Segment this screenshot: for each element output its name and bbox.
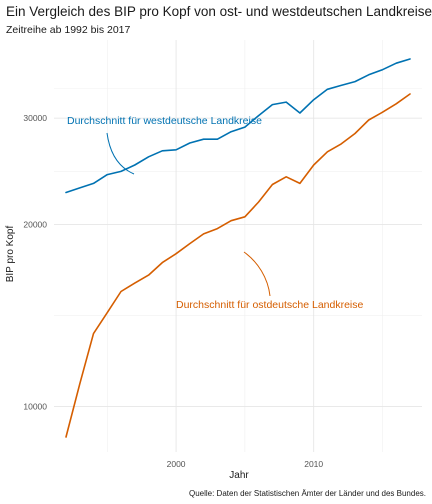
series-label-0: Durchschnitt für westdeutsche Landkreise: [67, 115, 262, 127]
annotation-arrow-1: [243, 251, 271, 297]
chart-title: Ein Vergleich des BIP pro Kopf von ost- …: [6, 4, 432, 19]
x-tick-label: 2010: [304, 459, 323, 469]
y-tick-label: 10000: [23, 401, 47, 411]
chart-subtitle: Zeitreihe ab 1992 bis 2017: [6, 24, 130, 36]
x-axis-tick-labels: 2000 2010: [167, 459, 324, 469]
y-axis-tick-labels: 10000 20000 30000: [23, 113, 47, 411]
y-tick-label: 30000: [23, 113, 47, 123]
series-annotations: Durchschnitt für westdeutsche Landkreise…: [67, 115, 364, 311]
x-tick-label: 2000: [167, 459, 186, 469]
y-axis-title: BIP pro Kopf: [5, 226, 16, 283]
grid-lines: [54, 40, 422, 452]
y-tick-label: 20000: [23, 220, 47, 230]
series-label-1: Durchschnitt für ostdeutsche Landkreise: [176, 299, 364, 311]
annotation-arrow-0: [106, 132, 135, 175]
source-caption: Quelle: Daten der Statistischen Ämter de…: [189, 489, 426, 498]
series-line-0: [65, 58, 411, 194]
series-lines: [65, 58, 411, 438]
x-axis-title: Jahr: [229, 470, 249, 481]
series-line-1: [65, 93, 411, 438]
